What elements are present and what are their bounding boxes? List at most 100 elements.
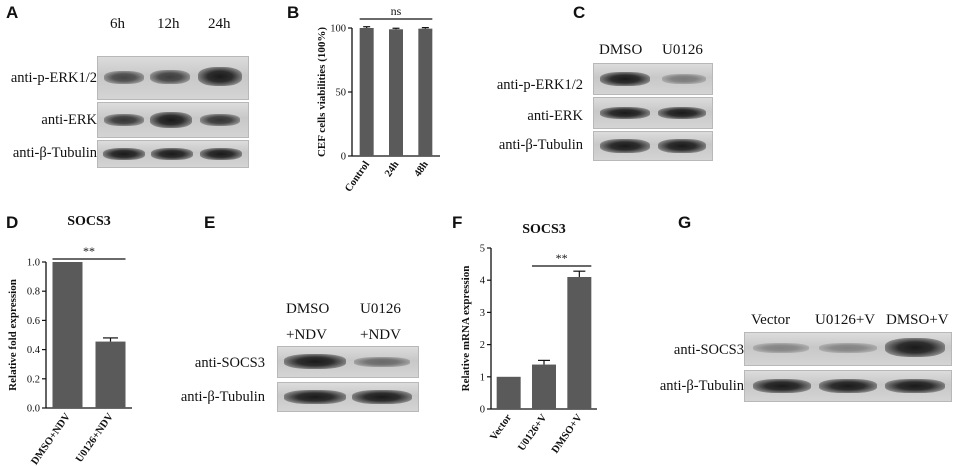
chart-b-significance-label: ns xyxy=(391,4,402,18)
panel-c-blot-tubulin xyxy=(593,131,713,161)
panel-c-letter: C xyxy=(573,3,586,22)
chart-d-y-tick-label: 0.0 xyxy=(27,404,40,415)
chart-f-title: SOCS3 xyxy=(522,222,566,237)
blot-band xyxy=(753,379,811,393)
chart-f-y-tick-label: 2 xyxy=(480,340,485,351)
panel-g-letter: G xyxy=(678,213,692,232)
chart-b-bar-2 xyxy=(389,29,403,157)
blot-band xyxy=(284,354,346,369)
panel-e-row-label-socs3: anti-SOCS3 xyxy=(194,355,265,371)
blot-band xyxy=(354,357,410,367)
blot-band xyxy=(600,72,650,86)
chart-d-x-tick-label: U0126+NDV xyxy=(74,411,116,465)
chart-d-significance-label: ** xyxy=(83,244,95,258)
panel-c-blot-perk xyxy=(593,63,713,95)
panel-g-blot-tubulin xyxy=(744,370,952,402)
panel-c-row-label-tubulin: anti-β-Tubulin xyxy=(498,137,583,153)
chart-b-bar-3 xyxy=(418,28,433,156)
panel-a-blot-tubulin xyxy=(97,140,249,168)
chart-f-y-tick-label: 0 xyxy=(480,405,485,416)
chart-b-y-tick-label: 50 xyxy=(336,88,347,99)
chart-f-y-tick-label: 1 xyxy=(480,372,485,383)
panel-e-blot-tubulin xyxy=(277,382,419,412)
panel-f-chart: 0 1 2 3 4 5 Relative mRNA expression SOCS3 Vecto… xyxy=(460,222,597,456)
panel-c-column-dmso: DMSO xyxy=(599,42,643,58)
chart-f-bar-2 xyxy=(532,364,556,409)
panel-c-row-label-erk: anti-ERK xyxy=(527,108,583,124)
blot-band xyxy=(819,343,877,353)
panel-g-column-u0126-v: U0126+V xyxy=(815,312,876,328)
panel-g-row-label-tubulin: anti-β-Tubulin xyxy=(659,378,744,394)
panel-e-blot-socs3 xyxy=(277,346,419,378)
panel-a-row-label-tubulin: anti-β-Tubulin xyxy=(12,145,97,161)
blot-band xyxy=(150,70,190,84)
chart-d-y-tick-label: 0.2 xyxy=(27,374,40,385)
chart-f-y-axis-label: Relative mRNA expression xyxy=(460,266,472,392)
panel-d-chart: 0.0 0.2 0.4 0.6 0.8 1.0 Relative fold expressi… xyxy=(7,214,132,466)
panel-c-row-label-perk: anti-p-ERK1/2 xyxy=(496,77,583,93)
chart-f-significance-label: ** xyxy=(556,251,568,265)
blot-band xyxy=(151,148,193,160)
chart-d-title: SOCS3 xyxy=(67,214,111,229)
blot-band xyxy=(662,74,706,84)
panel-a-timepoint-3: 24h xyxy=(208,16,231,32)
blot-band xyxy=(200,148,242,160)
blot-band xyxy=(150,112,192,128)
panel-e-column-u0126: U0126 xyxy=(360,301,401,317)
panel-c-blot-erk xyxy=(593,97,713,129)
panel-g-blot-socs3 xyxy=(744,332,952,366)
chart-b-x-tick-label: 24h xyxy=(383,159,401,179)
panel-a-letter: A xyxy=(6,3,19,22)
panel-a-blot-perk xyxy=(97,56,249,100)
chart-f-x-tick-label: DMSO+V xyxy=(550,412,585,456)
blot-band xyxy=(600,139,650,153)
chart-d-y-tick-label: 1.0 xyxy=(27,258,40,269)
chart-b-x-tick-label: 48h xyxy=(412,159,430,179)
blot-band xyxy=(103,148,145,160)
panel-a-row-label-perk: anti-p-ERK1/2 xyxy=(10,70,97,86)
panel-g-row-label-socs3: anti-SOCS3 xyxy=(673,342,744,358)
panel-c-column-u0126: U0126 xyxy=(662,42,703,58)
blot-band xyxy=(104,71,144,84)
chart-f-x-tick-label: U0126+V xyxy=(516,412,549,453)
chart-b-x-tick-label: Control xyxy=(343,159,372,194)
chart-d-y-tick-label: 0.8 xyxy=(27,287,40,298)
panel-a-timepoint-1: 6h xyxy=(110,16,125,32)
panel-b-letter: B xyxy=(287,3,300,22)
chart-d-bar-2 xyxy=(95,341,126,408)
panel-g-column-dmso-v: DMSO+V xyxy=(886,312,949,328)
blot-band xyxy=(819,379,877,393)
panel-f-letter: F xyxy=(452,213,463,232)
blot-band xyxy=(658,139,706,153)
chart-f-x-tick-label: Vector xyxy=(488,412,514,443)
blot-band xyxy=(352,390,412,404)
chart-b-y-tick-label: 0 xyxy=(341,152,346,163)
panel-a-blot-erk xyxy=(97,102,249,138)
panel-e-column-dmso-ndv: +NDV xyxy=(286,327,327,343)
chart-d-y-tick-label: 0.6 xyxy=(27,316,40,327)
blot-band xyxy=(885,379,945,393)
chart-f-y-tick-label: 3 xyxy=(480,308,485,319)
blot-band xyxy=(198,67,242,86)
panel-e-column-dmso: DMSO xyxy=(286,301,330,317)
chart-f-y-tick-label: 4 xyxy=(480,276,486,287)
chart-f-bar-1 xyxy=(496,376,521,409)
panel-a-timepoint-2: 12h xyxy=(157,16,180,32)
blot-band xyxy=(104,114,144,126)
panel-d-letter: D xyxy=(6,213,19,232)
chart-d-x-tick-label: DMSO+NDV xyxy=(29,411,73,466)
blot-band xyxy=(600,107,650,119)
chart-f-bar-3 xyxy=(567,276,592,409)
chart-f-y-tick-label: 5 xyxy=(480,244,485,255)
blot-band xyxy=(885,338,945,357)
blot-band xyxy=(658,107,706,119)
panel-e-row-label-tubulin: anti-β-Tubulin xyxy=(180,389,265,405)
blot-band xyxy=(200,114,240,126)
chart-d-y-tick-label: 0.4 xyxy=(27,345,41,356)
chart-b-y-tick-label: 100 xyxy=(330,24,346,35)
chart-d-bar-1 xyxy=(52,262,83,408)
panel-e-letter: E xyxy=(204,213,216,232)
panel-g-column-vector: Vector xyxy=(751,312,791,328)
